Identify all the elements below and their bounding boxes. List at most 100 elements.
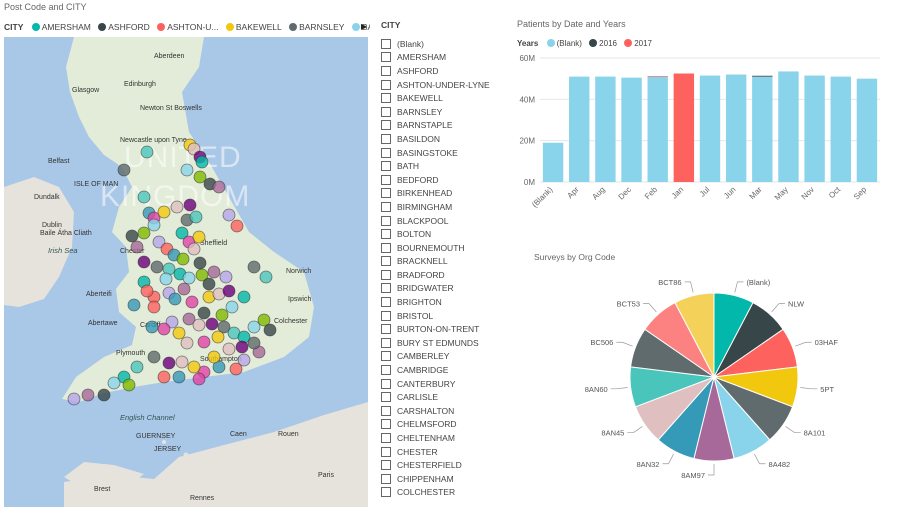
checkbox-icon[interactable] [381, 120, 391, 131]
checkbox-icon[interactable] [381, 201, 391, 212]
checkbox-icon[interactable] [381, 310, 391, 321]
map-bubble[interactable] [222, 208, 236, 222]
map-bubble[interactable] [195, 155, 209, 169]
map-bubble[interactable] [189, 210, 203, 224]
map-bubble[interactable] [177, 282, 191, 296]
map-bubble[interactable] [180, 163, 194, 177]
checkbox-icon[interactable] [381, 405, 391, 416]
map-bubble[interactable] [147, 300, 161, 314]
map-bubble[interactable] [235, 340, 249, 354]
map-bubble[interactable] [107, 376, 121, 390]
map-bubble[interactable] [67, 392, 81, 406]
checkbox-icon[interactable] [381, 215, 391, 226]
slicer-item[interactable]: BAKEWELL [381, 91, 501, 105]
slicer-item[interactable]: BARNSLEY [381, 105, 501, 119]
map-bubble[interactable] [237, 290, 251, 304]
map-legend-item[interactable]: BARNSTAPLE [351, 22, 370, 32]
slicer-item[interactable]: CHESTERFIELD [381, 458, 501, 472]
pie-slice[interactable] [674, 292, 715, 378]
checkbox-icon[interactable] [381, 52, 391, 63]
map-bubble[interactable] [182, 271, 196, 285]
map-bubble[interactable] [222, 342, 236, 356]
map-bubble[interactable] [215, 308, 229, 322]
bar[interactable] [830, 76, 851, 182]
slicer-item[interactable]: CHIPPENHAM [381, 472, 501, 486]
map-bubble[interactable] [197, 335, 211, 349]
map-bubble[interactable] [192, 372, 206, 386]
map-bubble[interactable] [130, 240, 144, 254]
map-bubble[interactable] [176, 252, 190, 266]
map-bubble[interactable] [229, 362, 243, 376]
bar[interactable] [804, 75, 825, 182]
map-bubble[interactable] [162, 356, 176, 370]
map-bubble[interactable] [170, 200, 184, 214]
map-bubble[interactable] [97, 388, 111, 402]
slicer-item[interactable]: CHELTENHAM [381, 431, 501, 445]
map-bubble[interactable] [197, 306, 211, 320]
bar[interactable] [621, 77, 642, 182]
map-bubble[interactable] [127, 298, 141, 312]
checkbox-icon[interactable] [381, 446, 391, 457]
map-bubble[interactable] [165, 315, 179, 329]
slicer-item[interactable]: ASHFORD [381, 64, 501, 78]
map-bubble[interactable] [187, 242, 201, 256]
map-bubble[interactable] [140, 145, 154, 159]
map-bubble[interactable] [157, 370, 171, 384]
checkbox-icon[interactable] [381, 378, 391, 389]
checkbox-icon[interactable] [381, 297, 391, 308]
checkbox-icon[interactable] [381, 337, 391, 348]
bar[interactable] [569, 76, 590, 182]
map-bubble[interactable] [183, 198, 197, 212]
map-bubble[interactable] [117, 163, 131, 177]
legend-next-arrow-icon[interactable]: ▶ [361, 22, 368, 31]
map-bubble[interactable] [212, 180, 226, 194]
slicer-item[interactable]: BOLTON [381, 227, 501, 241]
checkbox-icon[interactable] [381, 324, 391, 335]
map-bubble[interactable] [205, 317, 219, 331]
checkbox-icon[interactable] [381, 147, 391, 158]
map-bubble[interactable] [175, 355, 189, 369]
map-bubble[interactable] [212, 360, 226, 374]
bar[interactable] [673, 73, 695, 183]
bar-legend-item[interactable]: 2017 [624, 39, 652, 48]
slicer-item[interactable]: BRIGHTON [381, 295, 501, 309]
map-bubble[interactable] [159, 272, 173, 286]
map-bubble[interactable] [125, 229, 139, 243]
checkbox-icon[interactable] [381, 188, 391, 199]
map-legend-item[interactable]: ASHTON-U... [157, 22, 219, 32]
map-bubble[interactable] [230, 219, 244, 233]
slicer-item[interactable]: CHESTER [381, 445, 501, 459]
checkbox-icon[interactable] [381, 392, 391, 403]
map-bubble[interactable] [259, 270, 273, 284]
map-bubble[interactable] [122, 378, 136, 392]
checkbox-icon[interactable] [381, 283, 391, 294]
map-bubble[interactable] [137, 190, 151, 204]
map-bubble[interactable] [175, 226, 189, 240]
map-bubble[interactable] [130, 360, 144, 374]
bar[interactable] [647, 75, 668, 77]
slicer-item[interactable]: CANTERBURY [381, 377, 501, 391]
slicer-item[interactable]: BIRMINGHAM [381, 200, 501, 214]
map-bubble[interactable] [145, 320, 159, 334]
slicer-item[interactable]: BRACKNELL [381, 255, 501, 269]
map-legend-item[interactable]: AMERSHAM [31, 22, 91, 32]
map-bubble[interactable] [150, 260, 164, 274]
map-bubbles-layer[interactable] [4, 37, 368, 507]
map-bubble[interactable] [187, 360, 201, 374]
map-bubble[interactable] [219, 270, 233, 284]
checkbox-icon[interactable] [381, 419, 391, 430]
map-bubble[interactable] [182, 312, 196, 326]
slicer-item[interactable]: BASINGSTOKE [381, 146, 501, 160]
slicer-item[interactable]: BOURNEMOUTH [381, 241, 501, 255]
slicer-item[interactable]: BARNSTAPLE [381, 119, 501, 133]
slicer-item[interactable]: AMERSHAM [381, 51, 501, 65]
map-bubble[interactable] [147, 350, 161, 364]
map-bubble[interactable] [247, 260, 261, 274]
map-legend-item[interactable]: BAKEWELL [225, 22, 282, 32]
map-bubble[interactable] [192, 318, 206, 332]
bar-legend-item[interactable]: (Blank) [546, 39, 582, 48]
uk-map[interactable]: UNITED KINGDOM Aberdeen Glasgow Edinburg… [4, 37, 368, 507]
bar[interactable] [699, 75, 721, 182]
slicer-item[interactable]: BEDFORD [381, 173, 501, 187]
slicer-item[interactable]: BRADFORD [381, 268, 501, 282]
